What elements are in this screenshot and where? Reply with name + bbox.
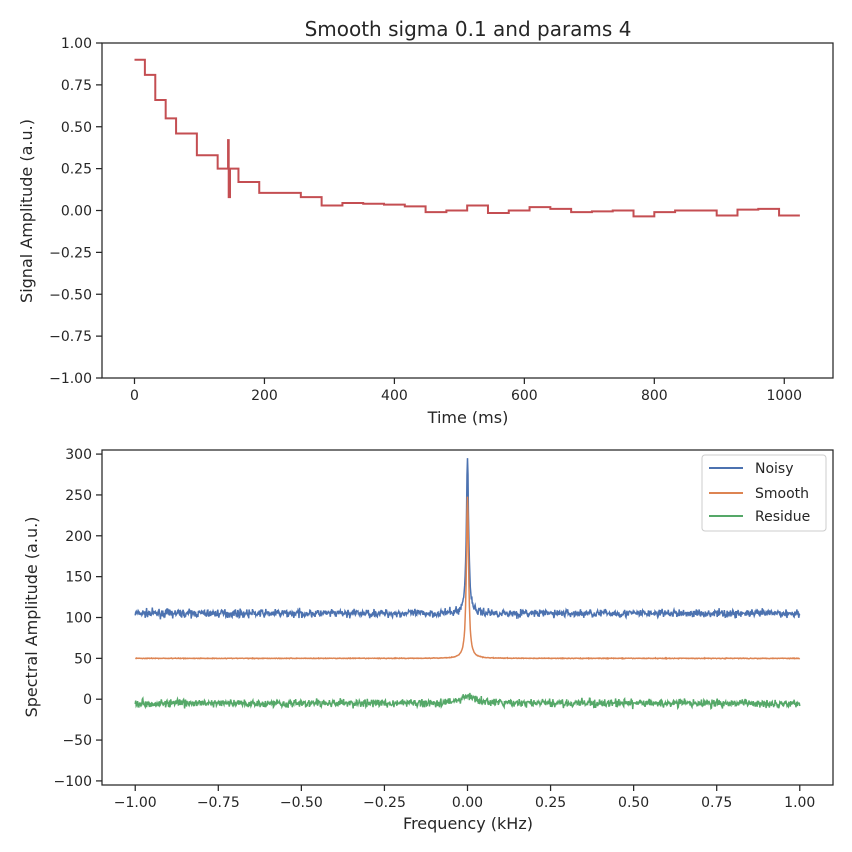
top-plot: 0 200 400 600 800 1000 1.00 0.75 0.50 0.25 0.00 −0.… [49, 36, 802, 404]
x-tick-label: 0.75 [701, 795, 732, 811]
top-ylabel: Signal Amplitude (a.u.) [17, 119, 36, 303]
y-tick-label: 0 [83, 692, 92, 708]
x-tick-label: 0.00 [452, 795, 483, 811]
bottom-plot-frame [101, 449, 834, 786]
y-tick-label: 100 [65, 611, 92, 627]
bottom-plot: −1.00 −0.75 −0.50 −0.25 0.00 0.25 0.50 0.75 1.00… [54, 447, 816, 811]
y-tick-label: 0.25 [61, 162, 92, 178]
x-tick-label: 1000 [766, 388, 802, 404]
legend-box [701, 454, 827, 532]
spectrum-series-line-noisy [134, 458, 801, 620]
x-tick-label: 800 [641, 388, 668, 404]
y-tick-label: 300 [65, 447, 92, 463]
y-tick-label: −0.75 [49, 329, 92, 345]
y-tick-label: 1.00 [61, 36, 92, 52]
x-tick-label: 1.00 [784, 795, 815, 811]
y-tick-label: −1.00 [49, 371, 92, 387]
y-tick-label: −0.50 [49, 287, 92, 303]
y-tick-label: −50 [62, 733, 92, 749]
x-tick-label: −0.25 [363, 795, 406, 811]
x-tick-label: 600 [511, 388, 538, 404]
legend-label-residue: Residue [755, 509, 810, 525]
legend-label-noisy: Noisy [755, 461, 794, 477]
legend-label-smooth: Smooth [755, 486, 809, 502]
y-tick-label: −0.25 [49, 245, 92, 261]
chart-title: Smooth sigma 0.1 and params 4 [305, 17, 632, 41]
x-tick-label: 200 [251, 388, 278, 404]
y-tick-label: 200 [65, 529, 92, 545]
legend: Noisy Smooth Residue [701, 454, 827, 532]
x-tick-label: −1.00 [114, 795, 157, 811]
spectrum-series-line-smooth [135, 496, 801, 661]
signal-series-line [134, 58, 800, 218]
x-tick-label: −0.50 [280, 795, 323, 811]
y-tick-label: 50 [74, 651, 92, 667]
bottom-ylabel: Spectral Amplitude (a.u.) [22, 517, 41, 718]
x-tick-label: 400 [381, 388, 408, 404]
top-xlabel: Time (ms) [427, 408, 509, 427]
spectrum-series-line-residue [134, 692, 801, 711]
y-tick-label: 0.75 [61, 78, 92, 94]
top-plot-frame [101, 42, 834, 379]
bottom-xlabel: Frequency (kHz) [403, 814, 533, 833]
y-tick-label: 150 [65, 570, 92, 586]
x-tick-label: −0.75 [197, 795, 240, 811]
x-tick-label: 0.50 [618, 795, 649, 811]
y-tick-label: −100 [54, 774, 92, 790]
y-tick-label: 0.50 [61, 120, 92, 136]
y-tick-label: 250 [65, 488, 92, 504]
x-tick-label: 0.25 [535, 795, 566, 811]
y-tick-label: 0.00 [61, 204, 92, 220]
x-tick-label: 0 [130, 388, 139, 404]
